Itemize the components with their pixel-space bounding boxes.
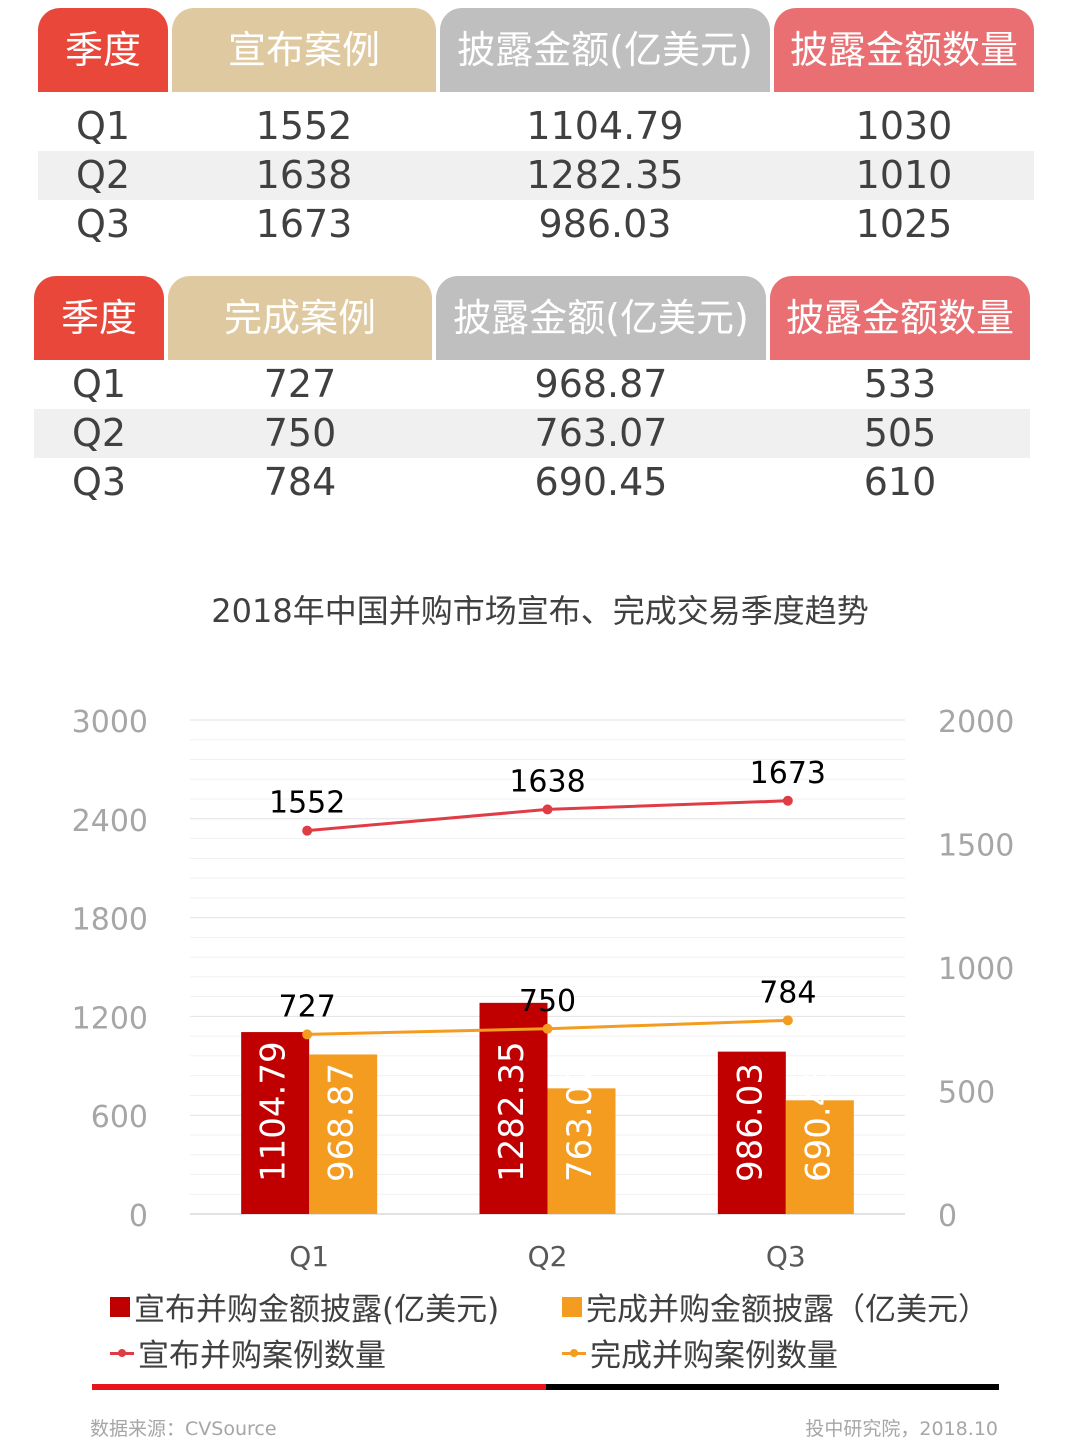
point-value-label: 750 — [519, 984, 576, 1019]
source-note: 数据来源：CVSource — [90, 1418, 277, 1440]
chart-title: 2018年中国并购市场宣布、完成交易季度趋势 — [211, 592, 869, 630]
bar-value-label: 1104.79 — [254, 1041, 294, 1182]
bar-value-label: 968.87 — [322, 1063, 362, 1182]
legend-swatch — [110, 1296, 130, 1317]
y-left-tick-label: 1200 — [72, 1001, 148, 1036]
line-point — [542, 1023, 553, 1034]
table-row: Q1 1552 1104.79 1030 — [38, 102, 1034, 151]
combo-chart: 0 600 1200 1800 2400 3000 0 500 1000 1500 2000 Q1 Q2… — [72, 705, 1015, 1273]
table-cell: Q3 — [75, 202, 131, 246]
y-left-tick-label: 2400 — [72, 804, 148, 839]
y-right-tick-label: 1500 — [938, 829, 1014, 864]
legend-label: 完成并购案例数量 — [590, 1338, 838, 1374]
point-value-label: 1638 — [509, 764, 585, 799]
y-right-tick-label: 500 — [938, 1076, 995, 1111]
table-cell: 1010 — [855, 153, 953, 197]
table-row: Q2 750 763.07 505 — [34, 409, 1030, 458]
legend-label: 宣布并购案例数量 — [138, 1338, 386, 1374]
table-cell: 505 — [863, 411, 937, 455]
point-value-label: 1552 — [269, 786, 345, 821]
table-cell: Q2 — [75, 153, 131, 197]
bar-value-label: 763.07 — [560, 1063, 600, 1182]
legend-swatch — [562, 1296, 582, 1317]
header-disclosed-count: 披露金额数量 — [770, 276, 1030, 360]
table-row: Q3 1673 986.03 1025 — [38, 200, 1034, 249]
table-cell: 750 — [263, 411, 337, 455]
table-cell: Q1 — [75, 104, 131, 148]
line-point — [542, 804, 553, 815]
bar — [717, 1051, 786, 1214]
bar-value-label: 1282.35 — [492, 1041, 532, 1182]
table-row: Q2 1638 1282.35 1010 — [38, 151, 1034, 200]
table-cell: 690.45 — [534, 460, 668, 504]
table-row: Q3 784 690.45 610 — [34, 458, 1030, 507]
table-cell: 986.03 — [538, 202, 672, 246]
table-cell: 1673 — [255, 202, 353, 246]
table-cell: 1030 — [855, 104, 953, 148]
y-right-tick-label: 2000 — [938, 705, 1014, 740]
header-quarter: 季度 — [34, 276, 164, 360]
line-point — [302, 1029, 313, 1040]
legend-label: 完成并购金额披露（亿美元） — [586, 1292, 989, 1328]
legend-line-marker — [562, 1343, 586, 1363]
announced-table-header: 季度 宣布案例 披露金额(亿美元) 披露金额数量 — [38, 8, 1034, 92]
completed-table: 季度 完成案例 披露金额(亿美元) 披露金额数量 Q1 727 968.87 5… — [34, 276, 1030, 507]
table-cell: 1104.79 — [526, 104, 684, 148]
table-cell: 1552 — [255, 104, 353, 148]
divider-red — [92, 1384, 546, 1390]
y-right-tick-label: 1000 — [938, 952, 1014, 987]
credit-note: 投中研究院，2018.10 — [805, 1418, 998, 1440]
header-disclosed-count: 披露金额数量 — [774, 8, 1034, 92]
table-cell: 784 — [263, 460, 337, 504]
bar — [547, 1088, 616, 1214]
y-right-tick-label: 0 — [938, 1199, 957, 1234]
x-tick-label: Q2 — [528, 1240, 568, 1273]
x-tick-label: Q1 — [289, 1240, 329, 1273]
bar-value-label: 690.45 — [798, 1063, 838, 1182]
table-cell: 1638 — [255, 153, 353, 197]
y-left-tick-label: 0 — [129, 1199, 148, 1234]
legend-item-announced-amount: 宣布并购金额披露(亿美元) — [110, 1284, 499, 1329]
header-disclosed-amount: 披露金额(亿美元) — [440, 8, 770, 92]
table-cell: Q3 — [71, 460, 127, 504]
bar-value-label: 986.03 — [730, 1063, 770, 1182]
point-value-label: 1673 — [750, 756, 826, 791]
table-cell: Q2 — [71, 411, 127, 455]
header-quarter: 季度 — [38, 8, 168, 92]
table-cell: 968.87 — [534, 362, 668, 406]
announced-table: 季度 宣布案例 披露金额(亿美元) 披露金额数量 Q1 1552 1104.79… — [38, 8, 1034, 249]
legend-item-announced-count: 宣布并购案例数量 — [110, 1330, 386, 1375]
table-cell: 610 — [863, 460, 937, 504]
point-value-label: 784 — [759, 975, 816, 1010]
bar — [785, 1100, 854, 1214]
line-point — [782, 1015, 793, 1026]
table-row: Q1 727 968.87 533 — [34, 360, 1030, 409]
y-left-tick-label: 3000 — [72, 705, 148, 740]
y-left-tick-label: 600 — [91, 1100, 148, 1135]
line-point — [782, 795, 793, 806]
header-completed-cases: 完成案例 — [168, 276, 432, 360]
table-cell: 1025 — [855, 202, 953, 246]
y-left-tick-label: 1800 — [72, 903, 148, 938]
legend-line-marker — [110, 1343, 134, 1363]
divider-black — [546, 1384, 999, 1390]
legend-label: 宣布并购金额披露(亿美元) — [134, 1292, 500, 1328]
completed-table-header: 季度 完成案例 披露金额(亿美元) 披露金额数量 — [34, 276, 1030, 360]
table-cell: 1282.35 — [526, 153, 684, 197]
table-cell: 727 — [263, 362, 337, 406]
table-cell: 763.07 — [534, 411, 668, 455]
bar — [309, 1054, 378, 1214]
table-cell: 533 — [863, 362, 937, 406]
line-point — [302, 825, 313, 836]
header-announced-cases: 宣布案例 — [172, 8, 436, 92]
legend-item-completed-amount: 完成并购金额披露（亿美元） — [562, 1284, 989, 1329]
header-disclosed-amount: 披露金额(亿美元) — [436, 276, 766, 360]
bar — [241, 1032, 310, 1214]
x-tick-label: Q3 — [766, 1240, 806, 1273]
legend-item-completed-count: 完成并购案例数量 — [562, 1330, 838, 1375]
bar — [479, 1002, 548, 1214]
table-cell: Q1 — [71, 362, 127, 406]
point-value-label: 727 — [279, 989, 336, 1024]
